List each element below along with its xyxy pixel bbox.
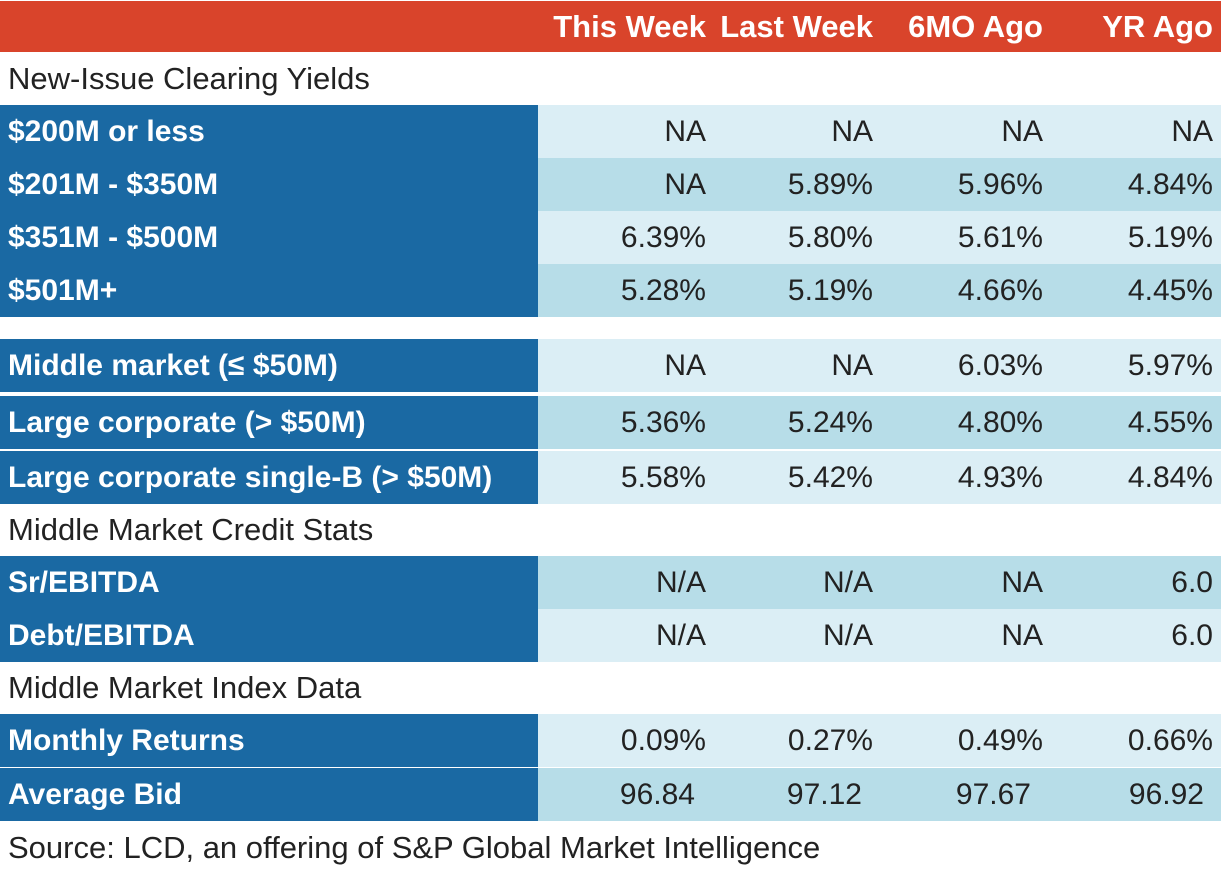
table-row: Sr/EBITDA N/A N/A NA 6.0 xyxy=(0,556,1221,609)
table-row: Middle market (≤ $50M) NA NA 6.03% 5.97% xyxy=(0,339,1221,392)
table-row: Large corporate (> $50M) 5.36% 5.24% 4.8… xyxy=(0,396,1221,449)
header-last-week: Last Week xyxy=(720,9,873,44)
row-label: Middle market (≤ $50M) xyxy=(0,339,538,392)
row-label: $501M+ xyxy=(0,264,538,317)
cell-6mo-ago: 0.49% xyxy=(957,723,1043,757)
source-footer: Source: LCD, an offering of S&P Global M… xyxy=(0,822,1221,874)
row-label: $351M - $500M xyxy=(0,211,538,264)
cell-this-week: NA xyxy=(664,167,706,201)
cell-yr-ago: 0.66% xyxy=(1127,723,1213,757)
row-label: $200M or less xyxy=(0,105,538,158)
section-spacer xyxy=(0,317,1221,339)
cell-6mo-ago: NA xyxy=(1001,618,1043,652)
cell-yr-ago: 4.84% xyxy=(1127,167,1213,201)
table-row: Average Bid 96.84 97.12 97.67 96.92 xyxy=(0,768,1221,821)
row-label: Large corporate (> $50M) xyxy=(0,396,538,449)
cell-this-week: 5.36% xyxy=(620,405,706,439)
cell-this-week: 5.58% xyxy=(620,460,706,494)
cell-this-week: N/A xyxy=(655,565,706,599)
section-title-credit-stats: Middle Market Credit Stats xyxy=(0,504,1221,556)
cell-6mo-ago: 4.93% xyxy=(957,460,1043,494)
cell-6mo-ago: NA xyxy=(1001,565,1043,599)
cell-last-week: 5.89% xyxy=(787,167,873,201)
header-yr-ago: YR Ago xyxy=(1102,9,1213,44)
section-title-new-issue: New-Issue Clearing Yields xyxy=(0,53,1221,105)
cell-6mo-ago: 6.03% xyxy=(957,348,1043,382)
cell-yr-ago: 4.45% xyxy=(1127,273,1213,307)
table-row: Monthly Returns 0.09% 0.27% 0.49% 0.66% xyxy=(0,714,1221,767)
cell-yr-ago: 96.92 xyxy=(1128,777,1204,811)
row-label: Average Bid xyxy=(0,768,538,821)
cell-last-week: N/A xyxy=(822,565,873,599)
cell-6mo-ago: 97.67 xyxy=(955,777,1031,811)
cell-last-week: 5.42% xyxy=(787,460,873,494)
cell-this-week: 0.09% xyxy=(620,723,706,757)
cell-6mo-ago: 4.66% xyxy=(957,273,1043,307)
cell-yr-ago: 5.97% xyxy=(1127,348,1213,382)
header-this-week: This Week xyxy=(553,9,706,44)
cell-yr-ago: 5.19% xyxy=(1127,220,1213,254)
section-label: Middle Market Index Data xyxy=(8,670,362,705)
cell-this-week: 96.84 xyxy=(619,777,695,811)
cell-last-week: 97.12 xyxy=(786,777,862,811)
row-label: Large corporate single-B (> $50M) xyxy=(0,451,538,504)
row-label: Sr/EBITDA xyxy=(0,556,538,609)
cell-this-week: NA xyxy=(664,114,706,148)
cell-last-week: 5.80% xyxy=(787,220,873,254)
cell-last-week: 0.27% xyxy=(787,723,873,757)
section-label: New-Issue Clearing Yields xyxy=(8,61,370,96)
cell-last-week: N/A xyxy=(822,618,873,652)
source-text: Source: LCD, an offering of S&P Global M… xyxy=(8,830,821,865)
cell-6mo-ago: 4.80% xyxy=(957,405,1043,439)
cell-yr-ago: 6.0 xyxy=(1171,618,1213,652)
row-label: Monthly Returns xyxy=(0,714,538,767)
cell-yr-ago: 4.55% xyxy=(1127,405,1213,439)
row-label: Debt/EBITDA xyxy=(0,609,538,662)
cell-yr-ago: 4.84% xyxy=(1127,460,1213,494)
section-label: Middle Market Credit Stats xyxy=(8,512,374,547)
cell-last-week: 5.19% xyxy=(787,273,873,307)
cell-last-week: NA xyxy=(831,114,873,148)
cell-6mo-ago: 5.96% xyxy=(957,167,1043,201)
cell-last-week: 5.24% xyxy=(787,405,873,439)
table-header: This Week Last Week 6MO Ago YR Ago xyxy=(0,0,1221,52)
cell-last-week: NA xyxy=(831,348,873,382)
cell-this-week: 6.39% xyxy=(620,220,706,254)
table-row: $351M - $500M 6.39% 5.80% 5.61% 5.19% xyxy=(0,211,1221,264)
table-row: Debt/EBITDA N/A N/A NA 6.0 xyxy=(0,609,1221,662)
row-label: $201M - $350M xyxy=(0,158,538,211)
cell-6mo-ago: 5.61% xyxy=(957,220,1043,254)
cell-this-week: N/A xyxy=(655,618,706,652)
cell-6mo-ago: NA xyxy=(1001,114,1043,148)
table-row: $201M - $350M NA 5.89% 5.96% 4.84% xyxy=(0,158,1221,211)
table-row: Large corporate single-B (> $50M) 5.58% … xyxy=(0,451,1221,504)
table-row: $501M+ 5.28% 5.19% 4.66% 4.45% xyxy=(0,264,1221,317)
section-title-index-data: Middle Market Index Data xyxy=(0,662,1221,714)
table-row: $200M or less NA NA NA NA xyxy=(0,105,1221,158)
cell-this-week: NA xyxy=(664,348,706,382)
cell-yr-ago: 6.0 xyxy=(1171,565,1213,599)
header-6mo-ago: 6MO Ago xyxy=(908,9,1043,44)
cell-yr-ago: NA xyxy=(1171,114,1213,148)
cell-this-week: 5.28% xyxy=(620,273,706,307)
